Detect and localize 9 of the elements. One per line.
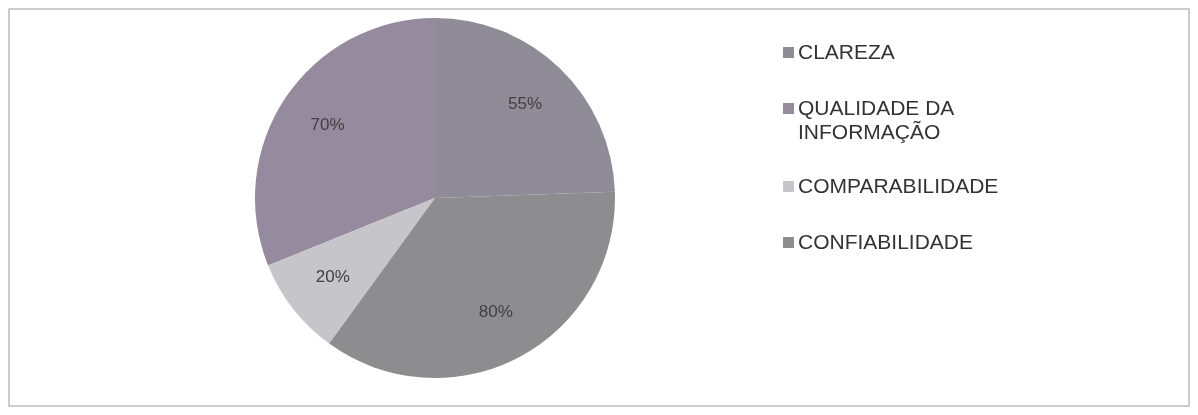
legend-label: COMPARABILIDADE: [798, 173, 999, 197]
data-label: 70%: [310, 115, 345, 135]
legend-label: QUALIDADE DA INFORMAÇÃO: [798, 95, 955, 143]
data-label: 20%: [315, 267, 350, 287]
legend-label: CLAREZA: [798, 39, 895, 63]
legend-label: CONFIABILIDADE: [798, 229, 974, 253]
pie-slice: [268, 198, 435, 344]
data-label: 80%: [478, 301, 513, 321]
data-label: 55%: [508, 94, 543, 114]
